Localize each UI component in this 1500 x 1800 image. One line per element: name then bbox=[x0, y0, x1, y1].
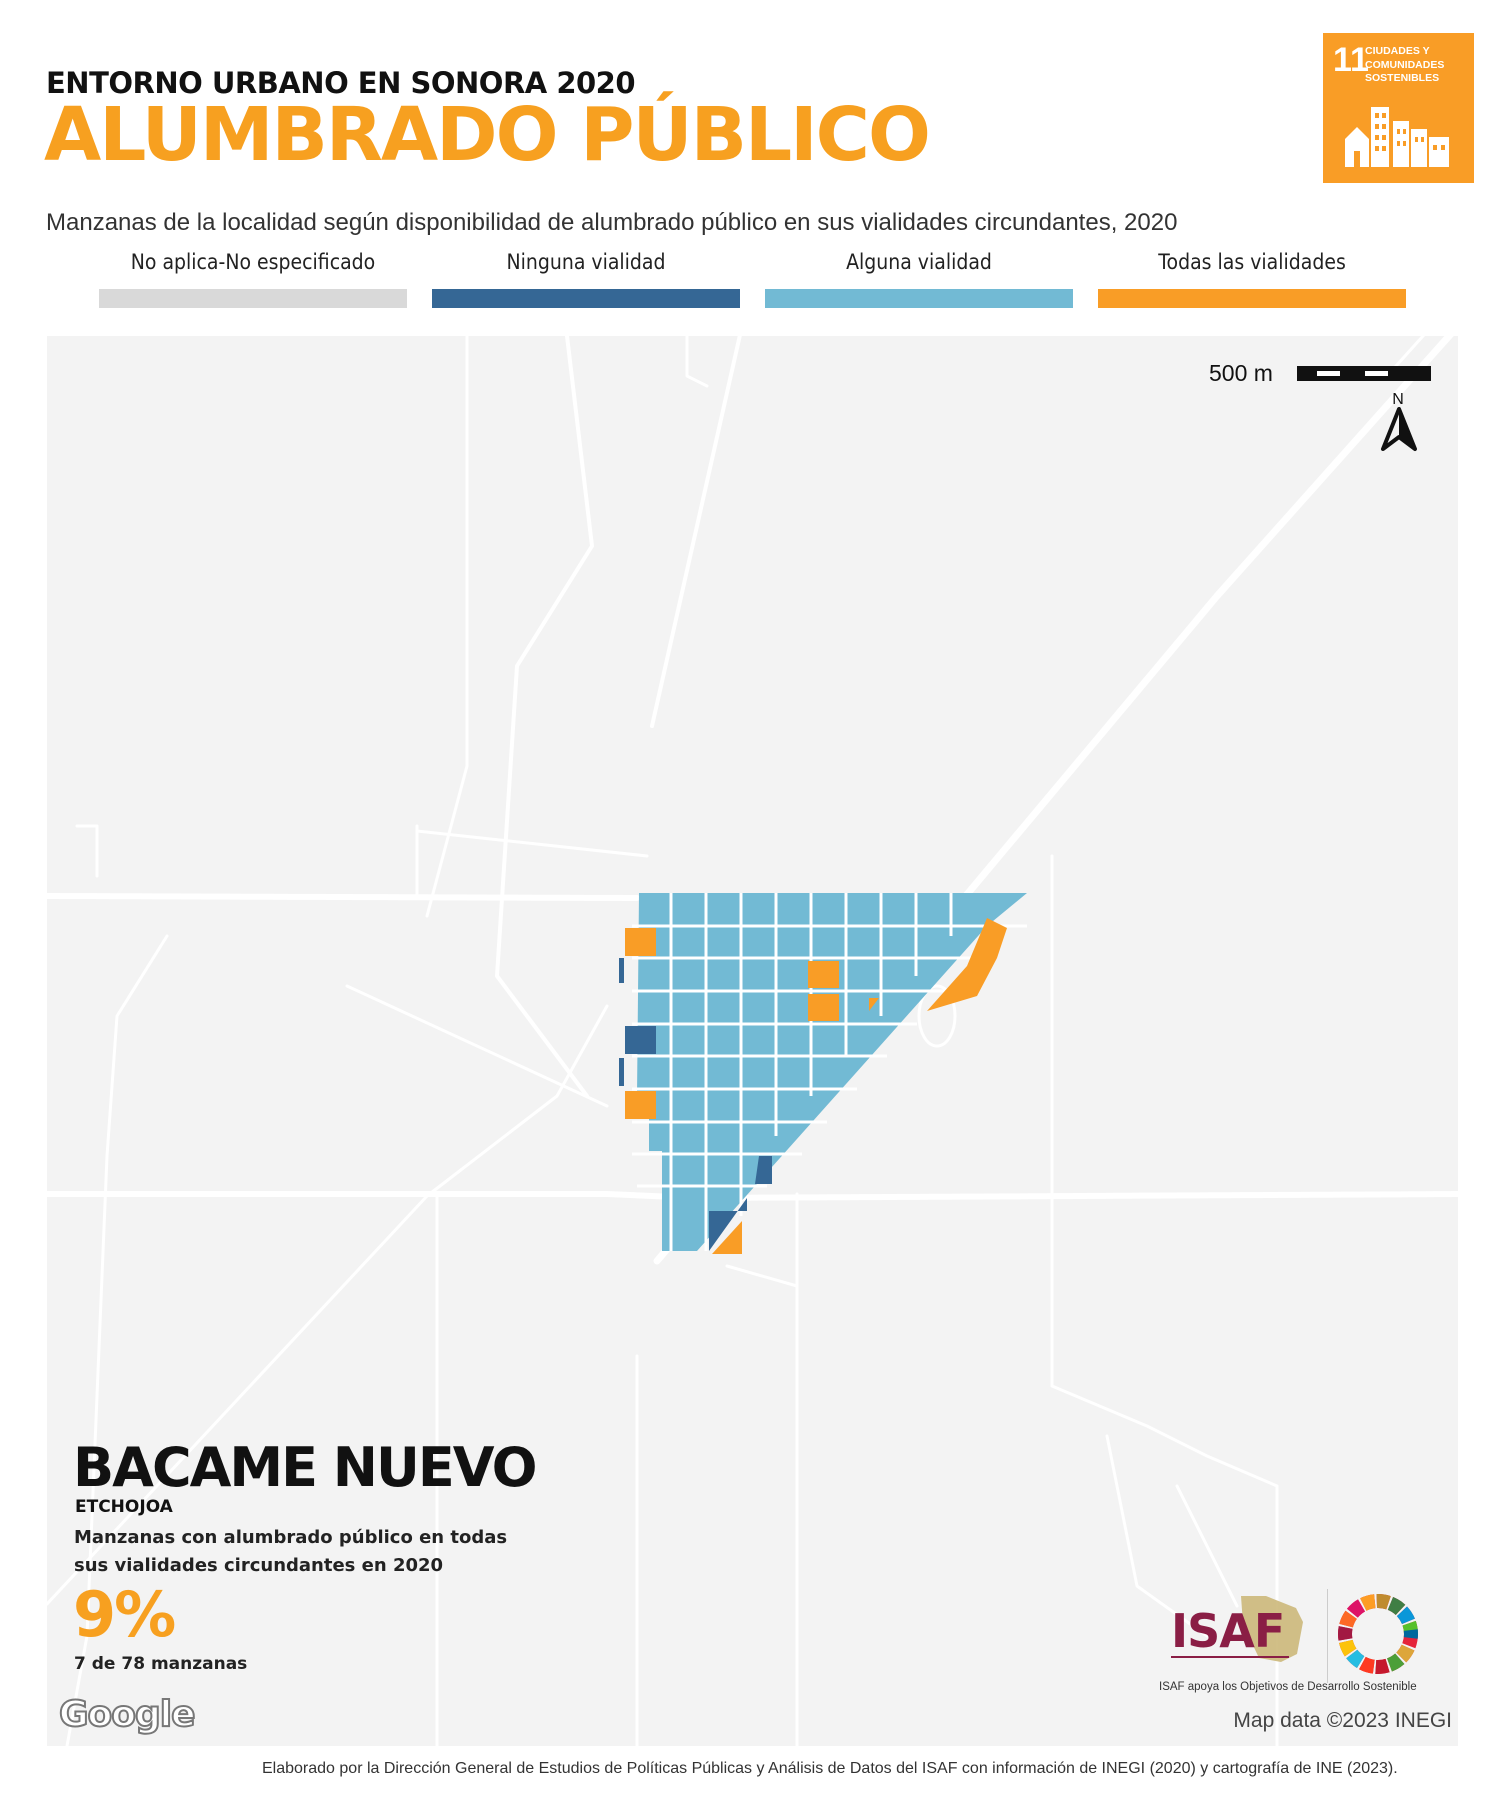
legend-swatch bbox=[432, 289, 740, 308]
north-arrow-icon: N bbox=[1377, 391, 1421, 455]
blocks-alguna-area bbox=[637, 893, 1027, 1251]
footer-credit: Elaborado por la Dirección General de Es… bbox=[262, 1760, 1398, 1777]
google-logo: Google bbox=[58, 1693, 197, 1736]
city-buildings-icon bbox=[1345, 107, 1449, 167]
north-label: N bbox=[1392, 391, 1404, 408]
sdg-label: CIUDADES Y COMUNIDADES SOSTENIBLES bbox=[1365, 45, 1445, 85]
map[interactable]: 500 m N BACAME NUEVO ETCHOJOA Manzanas c… bbox=[47, 336, 1458, 1746]
blocks-layer bbox=[619, 893, 1027, 1254]
legend-swatch bbox=[99, 289, 407, 308]
sdg-number: 11 bbox=[1333, 41, 1369, 79]
map-attribution: Map data ©2023 INEGI bbox=[1233, 1709, 1452, 1732]
scale-label: 500 m bbox=[1209, 360, 1273, 386]
subtitle: Manzanas de la localidad según disponibi… bbox=[46, 209, 1178, 236]
legend-label: No aplica-No especificado bbox=[130, 250, 376, 274]
legend-item-todas: Todas las vialidades bbox=[1098, 250, 1406, 308]
roads bbox=[47, 336, 1458, 1746]
legend-label: Ninguna vialidad bbox=[506, 250, 666, 274]
supertitle: ENTORNO URBANO EN SONORA 2020 bbox=[46, 66, 636, 100]
legend-item-alguna: Alguna vialidad bbox=[765, 250, 1073, 308]
legend-swatch bbox=[765, 289, 1073, 308]
scale-bar bbox=[1297, 366, 1431, 381]
indicator-description: Manzanas con alumbrado público en todas … bbox=[74, 1527, 508, 1576]
isaf-tagline: ISAF apoya los Objetivos de Desarrollo S… bbox=[1159, 1681, 1417, 1693]
block-streets bbox=[632, 893, 1027, 1251]
page-title: ALUMBRADO PÚBLICO bbox=[44, 92, 931, 178]
legend-swatch bbox=[1098, 289, 1406, 308]
isaf-logo: ISAF bbox=[1171, 1594, 1319, 1672]
legend-item-ninguna: Ninguna vialidad bbox=[432, 250, 740, 308]
isaf-logo-text: ISAF bbox=[1171, 1604, 1285, 1658]
legend-item-no-aplica: No aplica-No especificado bbox=[99, 250, 407, 308]
logo-divider bbox=[1327, 1589, 1328, 1683]
locality-name: BACAME NUEVO bbox=[73, 1436, 537, 1499]
map-base bbox=[47, 336, 1458, 1746]
sdg-wheel-icon bbox=[1338, 1594, 1418, 1674]
legend-label: Alguna vialidad bbox=[846, 250, 992, 274]
indicator-count: 7 de 78 manzanas bbox=[74, 1654, 248, 1674]
legend: No aplica-No especificado Ninguna vialid… bbox=[0, 250, 1500, 310]
sdg-11-badge: 11 CIUDADES Y COMUNIDADES SOSTENIBLES bbox=[1323, 33, 1474, 183]
municipality-name: ETCHOJOA bbox=[75, 1497, 173, 1517]
legend-label: Todas las vialidades bbox=[1158, 250, 1346, 274]
indicator-percent: 9% bbox=[73, 1578, 176, 1651]
blocks-todas bbox=[625, 918, 1007, 1254]
blocks-ninguna bbox=[619, 958, 772, 1251]
